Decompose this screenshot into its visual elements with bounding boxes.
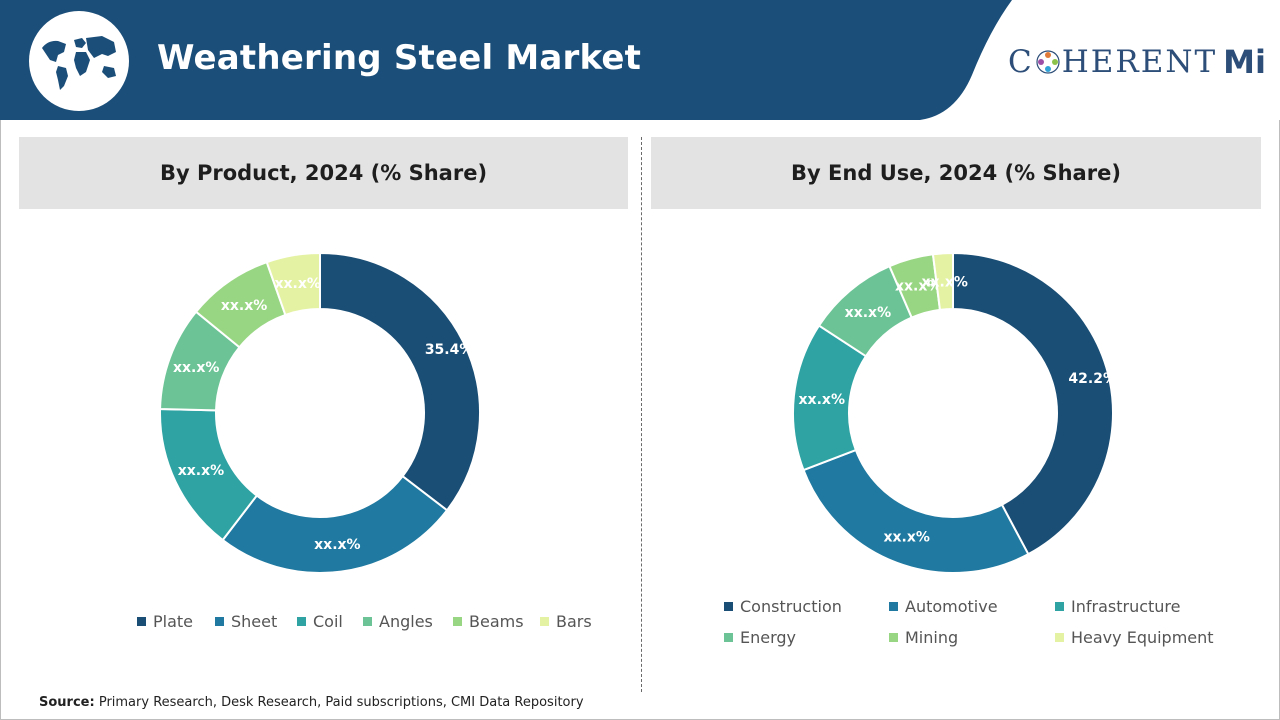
legend-label: Energy: [740, 628, 797, 647]
legend-item-construction: Construction: [724, 597, 842, 616]
logo-letters: HERENT: [1061, 44, 1218, 80]
logo-letter-c: C: [1008, 44, 1034, 80]
data-label-energy: xx.x%: [845, 305, 891, 321]
logo-suffix: Mi: [1223, 43, 1266, 81]
donut-slice-automotive: [802, 448, 1030, 574]
globe-icon: [28, 10, 130, 112]
donut-slice-bars: [265, 251, 321, 317]
data-label-bars: xx.x%: [274, 276, 320, 292]
legend-swatch: [453, 617, 462, 626]
legend-swatch: [1055, 633, 1064, 642]
data-label-infrastructure: xx.x%: [799, 392, 845, 408]
legend-swatch: [724, 633, 733, 642]
header-banner: Weathering Steel Market C HERENT Mi: [0, 0, 1280, 120]
donut-slice-heavy-equipment: [931, 251, 954, 311]
legend-swatch: [724, 602, 733, 611]
donut-chart-end-use: 42.2%xx.x%xx.x%xx.x%xx.x%xx.x%: [792, 251, 1117, 574]
data-label-heavy-equipment: xx.x%: [921, 274, 967, 290]
legend-swatch: [297, 617, 306, 626]
data-label-beams: xx.x%: [221, 298, 267, 314]
legend-label: Sheet: [231, 612, 278, 631]
donut-slice-sheet: [221, 474, 449, 574]
legend-label: Heavy Equipment: [1071, 628, 1214, 647]
source-label: Source:: [39, 695, 95, 710]
legend-label: Construction: [740, 597, 842, 616]
chart-title-product: By Product, 2024 (% Share): [19, 137, 628, 209]
legend-item-mining: Mining: [889, 628, 958, 647]
company-logo: C HERENT Mi: [1008, 40, 1266, 84]
chart-title-end-use: By End Use, 2024 (% Share): [651, 137, 1261, 209]
legend-item-infrastructure: Infrastructure: [1055, 597, 1180, 616]
legend-swatch: [889, 633, 898, 642]
legend-label: Angles: [379, 612, 433, 631]
data-label-angles: xx.x%: [173, 360, 219, 376]
data-label-sheet: xx.x%: [314, 537, 360, 553]
legend-swatch: [215, 617, 224, 626]
data-label-coil: xx.x%: [178, 463, 224, 479]
data-label-mining: xx.x%: [895, 279, 941, 295]
source-text: Primary Research, Desk Research, Paid su…: [98, 695, 584, 710]
legend-item-sheet: Sheet: [215, 612, 277, 631]
legend-label: Bars: [556, 612, 592, 631]
page-title: Weathering Steel Market: [157, 38, 642, 78]
legend-label: Beams: [469, 612, 524, 631]
legend-swatch: [889, 602, 898, 611]
legend-label: Mining: [905, 628, 959, 647]
legend-item-beams: Beams: [453, 612, 524, 631]
legend-swatch: [363, 617, 372, 626]
legend-item-bars: Bars: [540, 612, 592, 631]
legend-label: Coil: [313, 612, 343, 631]
panel-divider: [641, 137, 642, 692]
legend-item-automotive: Automotive: [889, 597, 998, 616]
legend-item-heavy-equipment: Heavy Equipment: [1055, 628, 1214, 647]
legend-item-angles: Angles: [363, 612, 433, 631]
legend-item-coil: Coil: [297, 612, 343, 631]
legend-swatch: [1055, 602, 1064, 611]
legend-item-energy: Energy: [724, 628, 796, 647]
source-note: Source: Primary Research, Desk Research,…: [39, 695, 584, 710]
donut-slice-construction: [952, 251, 1114, 556]
legend-label: Infrastructure: [1071, 597, 1181, 616]
legend-swatch: [540, 617, 549, 626]
legend-item-plate: Plate: [137, 612, 193, 631]
logo-o-icon: [1036, 50, 1060, 74]
legend-swatch: [137, 617, 146, 626]
logo-wordmark: C HERENT: [1008, 44, 1217, 80]
data-label-plate: 35.4%: [425, 342, 474, 358]
donut-chart-product: 35.4% xx.x% xx.x% xx.x% xx.x% xx.x%: [159, 251, 481, 574]
donut-slice-plate: [319, 251, 481, 512]
data-label-automotive: xx.x%: [884, 530, 930, 546]
header-blue-shape: [0, 0, 1012, 120]
data-label-construction: 42.2%: [1068, 371, 1117, 387]
legend-label: Plate: [153, 612, 194, 631]
header-background: [0, 0, 1280, 120]
legend-label: Automotive: [905, 597, 998, 616]
